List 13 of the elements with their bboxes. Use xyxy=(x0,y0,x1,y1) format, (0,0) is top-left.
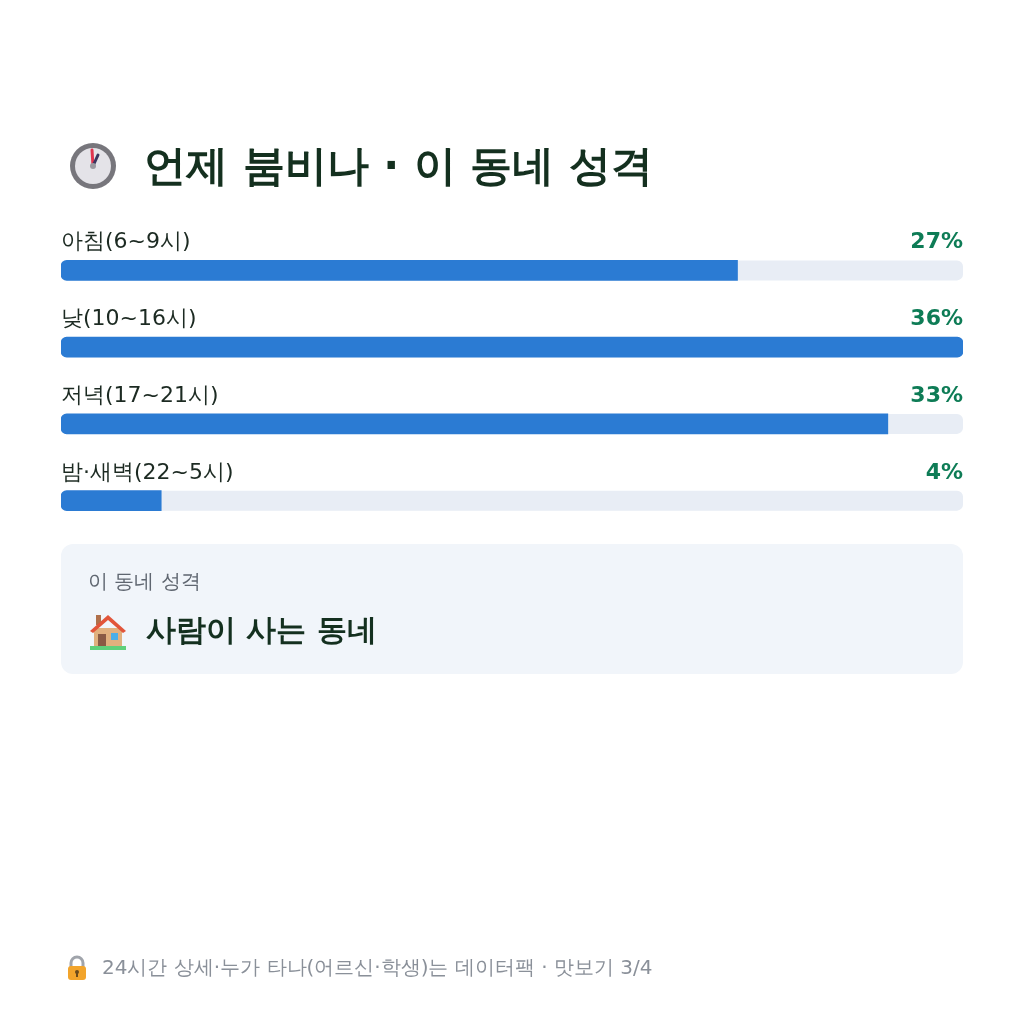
bar xyxy=(61,490,162,511)
y-tick-label: 아침(6~9시) xyxy=(61,228,191,254)
y-tick-label: 밤·새벽(22~5시) xyxy=(61,458,234,484)
y-tick-label: 낮(10~16시) xyxy=(61,305,197,331)
text: 이 동네 성격 xyxy=(88,568,201,595)
chart-title: 언제 붐비나 · 이 동네 성격 xyxy=(144,140,654,192)
data-label: 33% xyxy=(910,381,963,407)
y-tick-label: 저녁(17~21시) xyxy=(61,381,219,407)
data-label: 27% xyxy=(910,228,963,254)
data-label: 36% xyxy=(910,305,963,331)
data-label: 4% xyxy=(925,458,963,484)
text: 사람이 사는 동네 xyxy=(146,611,377,649)
text: 24시간 상세·누가 타나(어르신·학생)는 데이터팩 · 맛보기 3/4 xyxy=(102,954,653,981)
